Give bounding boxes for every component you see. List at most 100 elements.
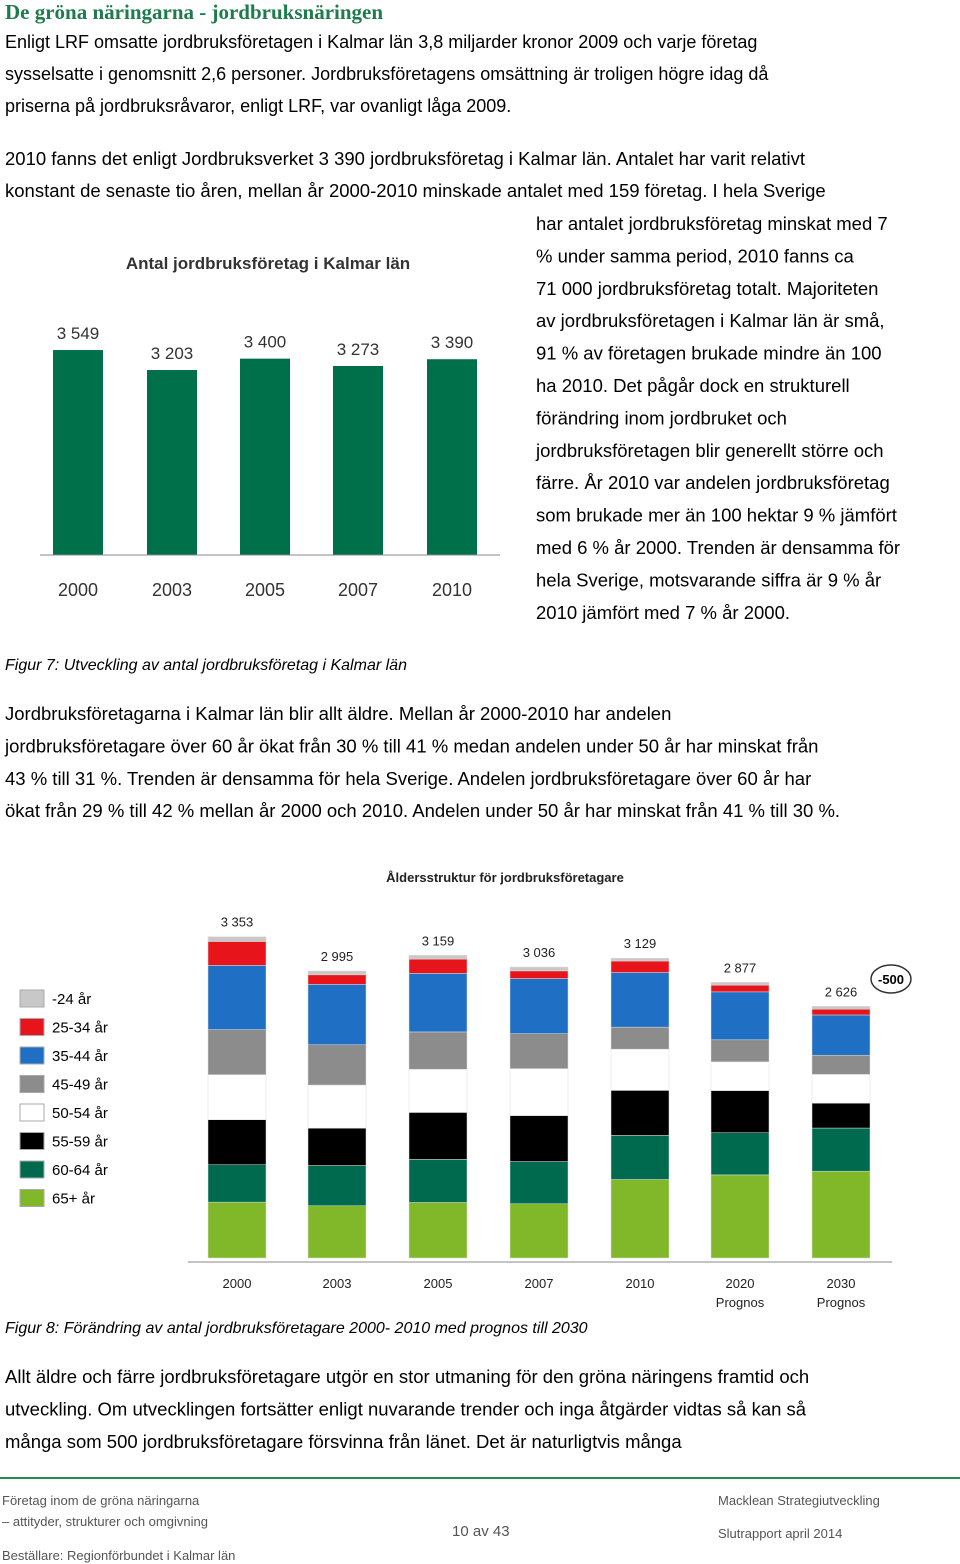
legend-label: 55-59 år (52, 1134, 108, 1151)
bar-segment (811, 1170, 871, 1259)
bar-segment (207, 941, 267, 966)
caption: Figur 8: Förändring av antal jordbruksfö… (5, 1320, 588, 1337)
legend-label: 35-44 år (52, 1048, 108, 1065)
legend-label: 65+ år (52, 1191, 95, 1208)
intro-line: Enligt LRF omsatte jordbruksföretagen i … (5, 32, 757, 52)
x-tick-label: 2005 (245, 580, 285, 600)
bar-segment (610, 1135, 670, 1180)
bar-segment (811, 1127, 871, 1172)
x-tick-label: 2005 (424, 1276, 453, 1291)
legend-swatch (19, 1018, 45, 1036)
bar (240, 358, 290, 555)
bar-segment (509, 1161, 569, 1205)
bar-segment (710, 1039, 770, 1063)
x-tick-label: 2010 (432, 580, 472, 600)
heading: De gröna näringarna - jordbruksnäringen (5, 0, 383, 24)
bar-segment (811, 1014, 871, 1056)
bar-segment (610, 1026, 670, 1050)
paragraph-line: Jordbruksföretagarna i Kalmar län blir a… (5, 703, 671, 724)
paragraph-line: 2010 jämfört med 7 % år 2000. (536, 602, 790, 623)
paragraph-line: av jordbruksföretagen i Kalmar län är sm… (536, 310, 885, 331)
x-tick-label: 2000 (58, 580, 98, 600)
bar-segment (307, 974, 367, 985)
paragraph-line: många som 500 jordbruksföretagare försvi… (5, 1431, 682, 1452)
bar-segment (509, 1203, 569, 1259)
bar-segment (307, 1044, 367, 1086)
x-tick-label: 2000 (223, 1276, 252, 1291)
bar-segment (610, 1090, 670, 1136)
total-label: 2 877 (724, 960, 757, 975)
paragraph-line: utveckling. Om utvecklingen fortsätter e… (5, 1398, 807, 1419)
bar-segment (509, 1115, 569, 1162)
legend-swatch (19, 1160, 45, 1179)
legend-swatch (19, 1132, 45, 1150)
paragraph-line: konstant de senaste tio åren, mellan år … (5, 180, 826, 201)
bar-segment (307, 1205, 367, 1259)
bar-segment (307, 1084, 367, 1129)
legend-swatch (19, 1103, 45, 1122)
legend-swatch (19, 1046, 45, 1065)
chart-title: Antal jordbruksföretag i Kalmar län (126, 254, 410, 273)
bar-segment (408, 1069, 468, 1113)
legend-swatch (19, 989, 45, 1008)
x-tick-label: 2030 (827, 1276, 856, 1291)
value-label: 3 203 (151, 344, 194, 363)
bar-segment (710, 1090, 770, 1133)
bar-segment (509, 978, 569, 1034)
paragraph-line: 2010 fanns det enligt Jordbruksverket 3 … (5, 148, 805, 169)
paragraph-line: ökat från 29 % till 42 % mellan år 2000 … (5, 800, 840, 821)
bar-segment (710, 1061, 770, 1091)
bar-segment (509, 1068, 569, 1116)
paragraph-line: som brukade mer än 100 hektar 9 % jämför… (536, 505, 897, 526)
bar-segment (610, 1179, 670, 1259)
total-label: 3 353 (221, 915, 254, 930)
legend-swatch (19, 1075, 45, 1093)
bar-segment (610, 960, 670, 973)
bar-segment (610, 957, 670, 962)
x-tick-label: 2003 (152, 580, 192, 600)
paragraph-line: jordbruksföretagare över 60 år ökat från… (4, 735, 818, 756)
bar-segment (408, 1202, 468, 1259)
paragraph-line: förändring inom jordbruket och (536, 407, 787, 428)
bar (333, 365, 383, 555)
legend-label: 50-54 år (52, 1105, 108, 1122)
bar-segment (207, 1119, 267, 1166)
bar-segment (710, 982, 770, 986)
bar-segment (610, 972, 670, 1028)
chart-title: Åldersstruktur för jordbruksföretagare (386, 870, 624, 885)
total-label: 3 159 (422, 933, 455, 948)
bar-segment (509, 1033, 569, 1069)
legend-label: -24 år (52, 991, 91, 1008)
total-label: 2 626 (825, 984, 858, 999)
x-tick-label: 2010 (626, 1276, 655, 1291)
paragraph-line: ha 2010. Det pågår dock en strukturell (536, 375, 850, 396)
value-label: 3 549 (57, 324, 100, 343)
footer-text: Företag inom de gröna näringarna (2, 1493, 200, 1508)
bar-segment (710, 1132, 770, 1176)
page-number: 10 av 43 (452, 1523, 510, 1540)
paragraph-line: 91 % av företagen brukade mindre än 100 (536, 343, 882, 364)
value-label: 3 400 (244, 333, 287, 352)
bar-segment (207, 1164, 267, 1203)
bar-segment (811, 1102, 871, 1129)
bar-segment (408, 1031, 468, 1070)
legend-label: 25-34 år (52, 1020, 108, 1037)
footer-text: Slutrapport april 2014 (718, 1526, 842, 1541)
bar-segment (811, 1006, 871, 1010)
x-tick-label: 2003 (323, 1276, 352, 1291)
bar-segment (811, 1054, 871, 1075)
bar-segment (307, 984, 367, 1046)
paragraph-line: 71 000 jordbruksföretag totalt. Majorite… (536, 278, 878, 299)
intro-line: priserna på jordbruksråvaror, enligt LRF… (5, 96, 511, 116)
bar-segment (408, 1112, 468, 1160)
total-label: 3 129 (624, 936, 657, 951)
paragraph-line: Allt äldre och färre jordbruksföretagare… (5, 1366, 809, 1387)
x-tick-label: 2007 (525, 1276, 554, 1291)
bar-segment (307, 1127, 367, 1166)
x-tick-sublabel: Prognos (817, 1295, 866, 1310)
bar-segment (408, 958, 468, 974)
bar-segment (811, 1008, 871, 1016)
bar-segment (811, 1074, 871, 1104)
